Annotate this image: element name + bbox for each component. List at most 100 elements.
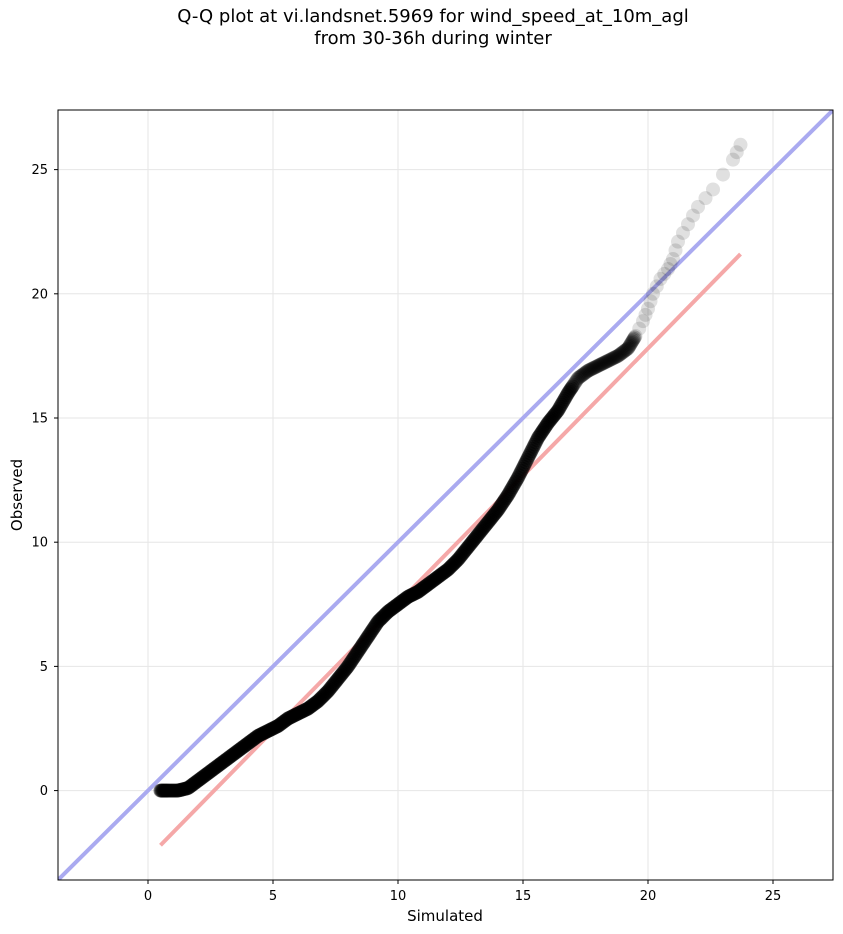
data-point (244, 733, 259, 748)
x-tick-label: 25 (765, 889, 782, 904)
data-point (226, 747, 241, 762)
data-point (433, 568, 448, 583)
data-point (187, 776, 202, 791)
data-point (365, 622, 380, 637)
data-point (494, 497, 509, 512)
data-point (441, 562, 455, 577)
data-point (706, 182, 720, 197)
data-point (482, 513, 497, 528)
data-point (569, 372, 584, 387)
data-point (274, 716, 289, 731)
data-point (194, 771, 209, 786)
data-point (407, 586, 422, 601)
lines (58, 110, 833, 880)
data-point (638, 307, 653, 322)
data-point (393, 595, 408, 610)
data-point (553, 399, 568, 414)
data-point (564, 381, 579, 396)
data-point (339, 660, 354, 675)
data-point (426, 573, 441, 588)
data-point (328, 674, 343, 689)
data-point (617, 343, 632, 358)
data-point (475, 522, 490, 537)
data-point (606, 351, 621, 366)
data-point (196, 769, 211, 784)
data-point (671, 234, 685, 249)
data-point (624, 335, 639, 350)
data-point (386, 600, 401, 615)
data-point (172, 783, 187, 798)
data-point (247, 731, 262, 746)
data-point (153, 783, 168, 798)
data-point (167, 783, 182, 798)
data-point (399, 590, 414, 605)
data-point (452, 551, 467, 566)
data-point (509, 472, 524, 487)
data-point (584, 362, 599, 377)
data-point (273, 717, 288, 732)
data-point (191, 773, 205, 788)
data-point (322, 682, 337, 697)
data-point (285, 709, 300, 724)
data-point (521, 450, 535, 465)
data-point (259, 724, 274, 739)
data-point (305, 698, 320, 713)
data-point (371, 614, 385, 629)
data-point (501, 488, 515, 502)
data-point (154, 783, 169, 798)
data-point (573, 369, 588, 384)
data-point (668, 243, 683, 258)
data-point (515, 461, 530, 476)
data-point (466, 533, 481, 548)
data-point (235, 740, 250, 755)
data-point (605, 351, 620, 366)
data-point (536, 422, 551, 437)
data-point (209, 759, 224, 774)
data-point (459, 541, 474, 556)
data-point (417, 579, 432, 594)
data-point (381, 604, 395, 619)
data-point (474, 523, 489, 538)
data-point (314, 690, 329, 705)
data-point (221, 751, 235, 766)
data-point (245, 733, 260, 748)
data-point (379, 605, 394, 620)
data-point (349, 646, 364, 661)
data-point (248, 730, 263, 745)
data-point (252, 728, 267, 743)
data-point (611, 348, 625, 363)
data-point (197, 768, 212, 783)
data-point (481, 515, 495, 530)
data-point (291, 706, 305, 721)
data-point (537, 420, 552, 435)
data-point (333, 669, 348, 684)
data-point (505, 480, 520, 495)
data-point (541, 415, 555, 430)
data-point (256, 726, 271, 741)
data-point (258, 725, 273, 740)
data-point (484, 511, 499, 526)
data-point (403, 588, 418, 603)
data-point (223, 749, 238, 764)
data-point (504, 482, 519, 497)
data-point (301, 701, 315, 716)
data-point (733, 137, 748, 152)
data-point (523, 446, 538, 461)
data-point (646, 286, 660, 301)
data-point (359, 631, 374, 646)
data-point (411, 584, 425, 599)
data-point (321, 684, 335, 699)
data-point (676, 225, 690, 240)
data-point (168, 783, 183, 798)
grid (58, 110, 833, 880)
data-point (347, 649, 362, 664)
data-point (295, 704, 310, 719)
data-point (396, 593, 411, 608)
data-point (577, 366, 592, 381)
data-point (469, 529, 484, 544)
data-point (199, 767, 214, 782)
data-point (531, 430, 545, 445)
data-point (527, 437, 542, 452)
data-point (361, 629, 375, 644)
data-point (567, 376, 582, 391)
